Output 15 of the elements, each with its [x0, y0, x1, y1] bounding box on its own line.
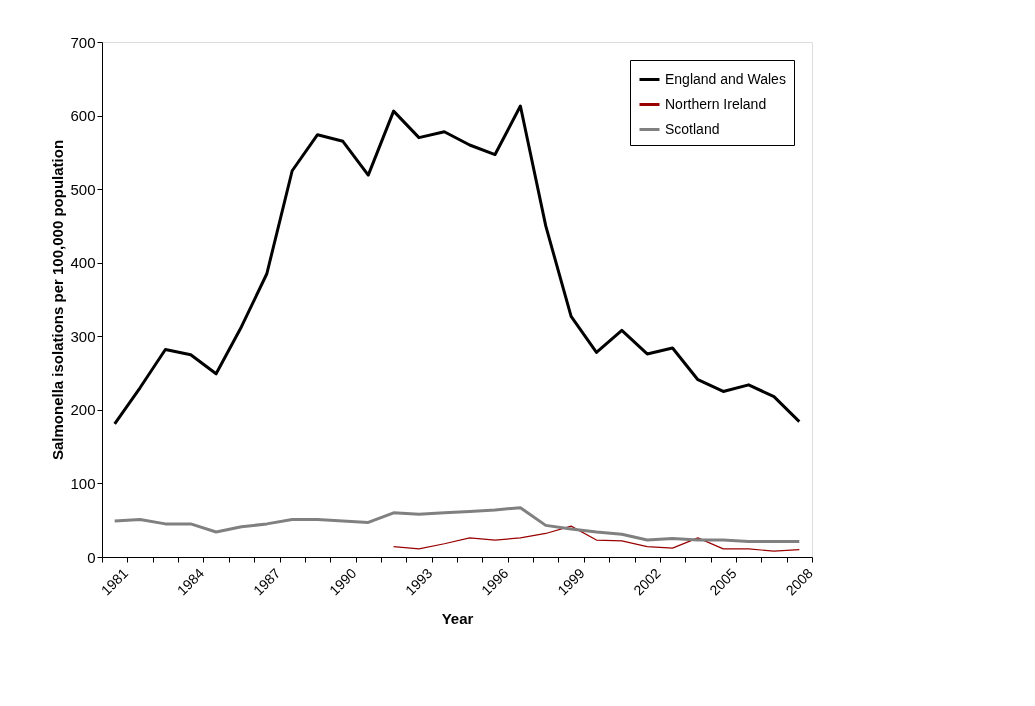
y-tick-label: 0: [87, 548, 96, 566]
legend-label: Scotland: [665, 120, 720, 137]
y-tick-label: 100: [70, 474, 96, 492]
y-tick-label: 500: [70, 180, 96, 198]
line-series: [113, 506, 801, 544]
line-series: [393, 525, 800, 552]
x-axis-title: Year: [441, 610, 474, 628]
y-tick-label: 600: [70, 107, 96, 125]
y-tick-label: 200: [70, 401, 96, 419]
y-tick-label: 400: [70, 254, 96, 272]
y-tick-label: 300: [70, 327, 96, 345]
legend-label: England and Wales: [665, 70, 786, 87]
legend-label: Northern Ireland: [665, 95, 767, 112]
y-axis-title: Salmonella isolations per 100,000 population: [49, 139, 67, 461]
y-tick-label: 700: [70, 33, 96, 51]
